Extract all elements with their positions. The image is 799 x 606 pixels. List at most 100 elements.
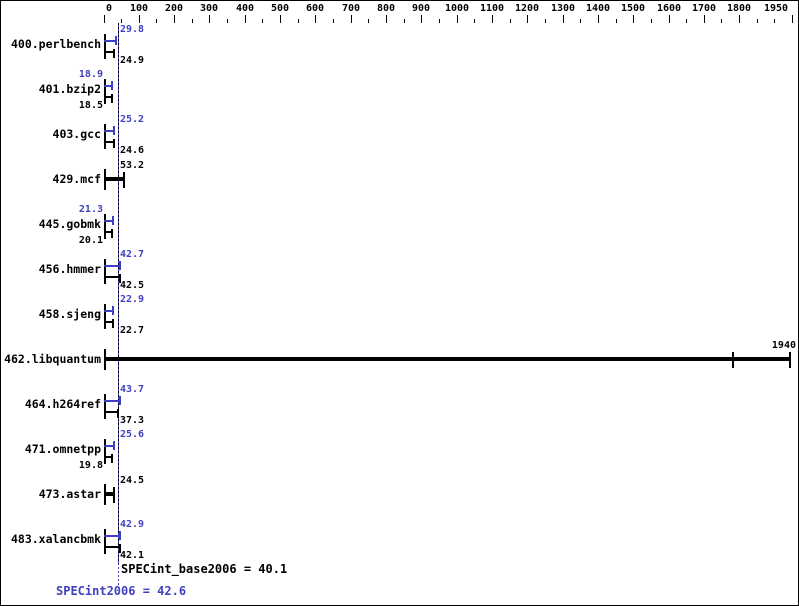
bar-start-cap (104, 439, 106, 464)
peak-value-label: 25.2 (120, 114, 145, 125)
peak-value-label: 18.9 (78, 69, 103, 80)
benchmark-label: 483.xalancbmk (10, 532, 101, 546)
axis-minor-tick (616, 19, 617, 23)
base-value-label: 42.5 (120, 280, 145, 291)
axis-tick-label: 1500 (620, 3, 646, 14)
peak-bar (104, 130, 113, 132)
axis-major-tick (527, 15, 528, 23)
base-bar (104, 177, 123, 181)
axis-tick-label: 300 (199, 3, 219, 14)
base-bar-end-cap (113, 487, 115, 503)
metric-reference-line (118, 23, 119, 563)
axis-tick-label: 1950 (763, 3, 789, 14)
peak-bar-end-cap (113, 441, 115, 450)
base-value-label: 24.6 (120, 145, 145, 156)
peak-bar (104, 40, 115, 42)
peak-bar (104, 400, 119, 402)
base-bar-mid-cap (732, 352, 734, 368)
axis-tick-label: 1000 (444, 3, 470, 14)
base-bar (104, 141, 113, 143)
axis-tick-label: 1400 (585, 3, 611, 14)
specint-peak-metric-text: SPECint2006 = 42.6 (56, 584, 187, 598)
base-value-label: 18.5 (78, 100, 103, 111)
base-bar-end-cap (789, 352, 791, 368)
bar-start-cap (104, 259, 106, 284)
bar-start-cap (104, 529, 106, 554)
axis-minor-tick (510, 19, 511, 23)
axis-minor-tick (121, 19, 122, 23)
peak-bar (104, 310, 112, 312)
base-bar (104, 276, 119, 278)
axis-major-tick (669, 15, 670, 23)
peak-value-label: 25.6 (120, 429, 145, 440)
peak-bar-end-cap (119, 261, 121, 270)
axis-tick-label: 500 (270, 3, 290, 14)
benchmark-label: 456.hmmer (38, 262, 101, 276)
base-value-label: 37.3 (120, 415, 145, 426)
metric-reference-line-tail (118, 563, 119, 585)
axis-major-tick (104, 15, 105, 23)
peak-value-label: 42.7 (120, 249, 145, 260)
base-bar (104, 456, 111, 458)
base-bar-end-cap (111, 229, 113, 238)
axis-major-tick (739, 15, 740, 23)
peak-value-label: 42.9 (120, 519, 145, 530)
axis-tick-label: 1100 (479, 3, 505, 14)
base-value-label: 42.1 (120, 550, 145, 561)
base-bar-end-cap (113, 49, 115, 58)
peak-bar-end-cap (112, 306, 114, 315)
bar-start-cap (104, 394, 106, 419)
base-value-label: 24.9 (120, 55, 145, 66)
peak-value-label: 43.7 (120, 384, 145, 395)
axis-tick-label: 1300 (550, 3, 576, 14)
axis-minor-tick (262, 19, 263, 23)
axis-tick-label: 700 (341, 3, 361, 14)
axis-tick-label: 0 (105, 3, 113, 14)
axis-tick-label: 900 (411, 3, 431, 14)
base-value-label: 20.1 (78, 235, 103, 246)
axis-minor-tick (227, 19, 228, 23)
benchmark-label: 462.libquantum (4, 352, 101, 366)
base-bar (104, 51, 113, 53)
base-bar (104, 546, 119, 548)
peak-value-label: 22.9 (120, 294, 145, 305)
axis-major-tick (492, 15, 493, 23)
base-bar-end-cap (111, 454, 113, 463)
base-value-label: 19.8 (78, 460, 103, 471)
axis-minor-tick (474, 19, 475, 23)
axis-minor-tick (192, 19, 193, 23)
bar-start-cap (104, 214, 106, 239)
base-bar-end-cap (111, 94, 113, 103)
peak-bar-end-cap (119, 396, 121, 405)
axis-major-tick (351, 15, 352, 23)
bar-start-cap (104, 79, 106, 104)
base-bar-end-cap (117, 409, 119, 418)
base-value-label: 22.7 (120, 325, 145, 336)
benchmark-label: 403.gcc (52, 127, 101, 141)
peak-value-label: 21.3 (78, 204, 103, 215)
base-bar (104, 411, 117, 413)
axis-minor-tick (580, 19, 581, 23)
peak-bar (104, 445, 113, 447)
benchmark-label: 401.bzip2 (38, 82, 101, 96)
axis-major-tick (704, 15, 705, 23)
base-bar (104, 96, 111, 98)
axis-major-tick (792, 15, 793, 23)
peak-bar-end-cap (113, 126, 115, 135)
base-bar (104, 231, 111, 233)
axis-minor-tick (368, 19, 369, 23)
peak-bar-end-cap (111, 81, 113, 90)
axis-minor-tick (757, 19, 758, 23)
axis-minor-tick (651, 19, 652, 23)
axis-minor-tick (545, 19, 546, 23)
axis-major-tick (386, 15, 387, 23)
base-bar-end-cap (119, 544, 121, 553)
peak-bar-end-cap (119, 531, 121, 540)
benchmark-label: 464.h264ref (24, 397, 101, 411)
axis-major-tick (174, 15, 175, 23)
benchmark-label: 429.mcf (52, 172, 101, 186)
base-value-label: 1940 (771, 340, 796, 351)
axis-minor-tick (298, 19, 299, 23)
peak-bar (104, 220, 112, 222)
